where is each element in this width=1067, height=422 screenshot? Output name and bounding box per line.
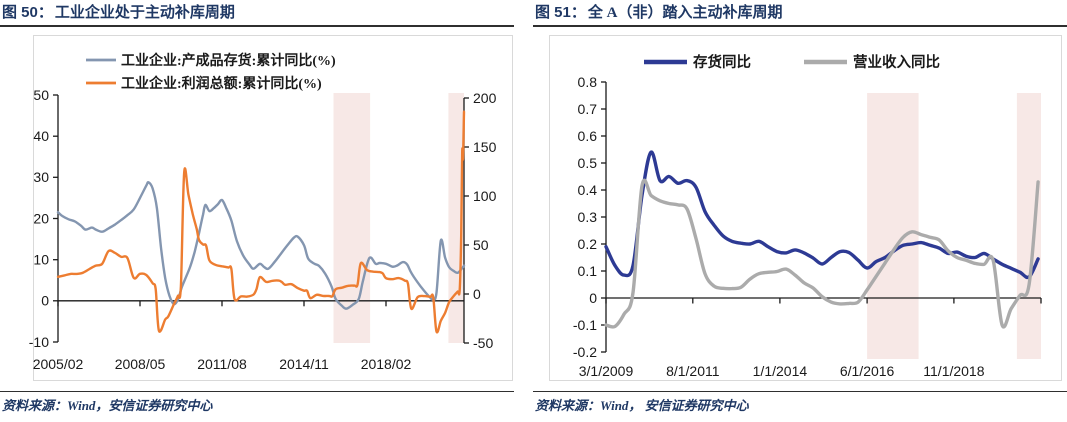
figure-51-source: 资料来源：Wind， 安信证券研究中心 — [535, 398, 749, 413]
figure-51-title-rule — [533, 25, 1067, 27]
figure-51-footer-rule — [533, 391, 1067, 392]
series-industrial-total-profit-yoy — [56, 110, 466, 334]
figure-50-title: 图 50： 工业企业处于主动补库周期 — [2, 3, 235, 23]
svg-text:50: 50 — [33, 87, 49, 103]
svg-text:6/1/2016: 6/1/2016 — [840, 363, 895, 379]
svg-text:0: 0 — [473, 286, 481, 302]
svg-text:100: 100 — [473, 188, 497, 204]
figure-50-chart-frame: 50 40 30 20 10 0 -10 200 150 100 50 0 -50 2005/02 2008… — [29, 35, 513, 381]
figure-50-number: 图 50： — [2, 4, 53, 21]
svg-text:0.8: 0.8 — [578, 74, 598, 90]
figure-50-source: 资料来源：Wind，安信证券研究中心 — [2, 398, 213, 413]
figure-50-title-rule — [0, 25, 514, 27]
svg-text:2005/02: 2005/02 — [33, 356, 84, 372]
svg-text:2018/02: 2018/02 — [361, 356, 412, 372]
svg-text:0.3: 0.3 — [578, 209, 598, 225]
svg-text:-10: -10 — [29, 334, 49, 350]
svg-text:50: 50 — [473, 237, 489, 253]
svg-text:2011/08: 2011/08 — [197, 356, 247, 372]
svg-text:11/1/2018: 11/1/2018 — [923, 363, 984, 379]
figure-51-chart: 0.8 0.7 0.6 0.5 0.4 0.3 0.2 0.1 0 -0.1 -0.2 3/1/200… — [573, 53, 1042, 379]
svg-text:200: 200 — [473, 90, 497, 106]
axes — [601, 81, 1042, 353]
figure-51-title-text: 全 A（非）踏入主动补库周期 — [587, 5, 783, 21]
series-industrial-finished-goods-inventory-yoy — [56, 181, 466, 310]
svg-text:0.1: 0.1 — [578, 263, 598, 279]
legend-label-industrial-total-profit-yoy: 工业企业:利润总额:累计同比(%) — [121, 75, 322, 92]
svg-text:2014/11: 2014/11 — [279, 356, 329, 372]
axis-tick-labels: 0.8 0.7 0.6 0.5 0.4 0.3 0.2 0.1 0 -0.1 -0.2 3/1/200… — [573, 74, 985, 379]
figure-50-footer-rule — [0, 391, 514, 392]
svg-text:20: 20 — [33, 210, 49, 226]
series-all-a-nonfinancial-operating-revenue-yoy — [604, 178, 1040, 329]
svg-text:0.4: 0.4 — [578, 182, 598, 198]
svg-text:0: 0 — [589, 290, 597, 306]
legend-label-all-a-nonfinancial-operating-revenue-yoy: 营业收入同比 — [853, 53, 940, 71]
svg-text:8/1/2011: 8/1/2011 — [666, 363, 720, 379]
legend-label-all-a-nonfinancial-inventory-yoy: 存货同比 — [693, 53, 751, 71]
svg-text:3/1/2009: 3/1/2009 — [579, 363, 634, 379]
svg-text:0.6: 0.6 — [578, 128, 598, 144]
svg-text:-50: -50 — [473, 335, 493, 351]
svg-text:30: 30 — [33, 169, 49, 185]
restock-phase-band — [1016, 93, 1041, 359]
svg-text:-0.1: -0.1 — [573, 317, 597, 333]
svg-text:0.2: 0.2 — [578, 236, 598, 252]
svg-text:0: 0 — [41, 293, 49, 309]
figure-51-title: 图 51：全 A（非）踏入主动补库周期 — [535, 3, 782, 23]
figure-51-panel: 图 51：全 A（非）踏入主动补库周期 0.8 0.7 0.6 0.5 0.4 0.3 0.… — [533, 0, 1067, 422]
series-all-a-nonfinancial-inventory-yoy — [604, 150, 1040, 280]
figure-51-chart-frame: 0.8 0.7 0.6 0.5 0.4 0.3 0.2 0.1 0 -0.1 -0.2 3/1/200… — [549, 35, 1062, 381]
svg-text:0.5: 0.5 — [578, 155, 598, 171]
figure-50-panel: 图 50： 工业企业处于主动补库周期 50 40 30 20 10 0 -10 200 150 10… — [0, 0, 514, 422]
svg-text:-0.2: -0.2 — [573, 344, 597, 360]
svg-text:10: 10 — [33, 252, 49, 268]
axes — [53, 94, 469, 344]
figure-51-number: 图 51： — [535, 4, 586, 21]
svg-text:1/1/2014: 1/1/2014 — [753, 363, 808, 379]
svg-text:0.7: 0.7 — [578, 101, 598, 117]
svg-text:150: 150 — [473, 139, 497, 155]
restock-phase-band — [867, 93, 919, 359]
figure-50-title-text: 工业企业处于主动补库周期 — [54, 5, 235, 21]
svg-text:40: 40 — [33, 128, 49, 144]
svg-text:2008/05: 2008/05 — [115, 356, 166, 372]
legend-label-industrial-finished-goods-inventory-yoy: 工业企业:产成品存货:累计同比(%) — [121, 52, 336, 69]
